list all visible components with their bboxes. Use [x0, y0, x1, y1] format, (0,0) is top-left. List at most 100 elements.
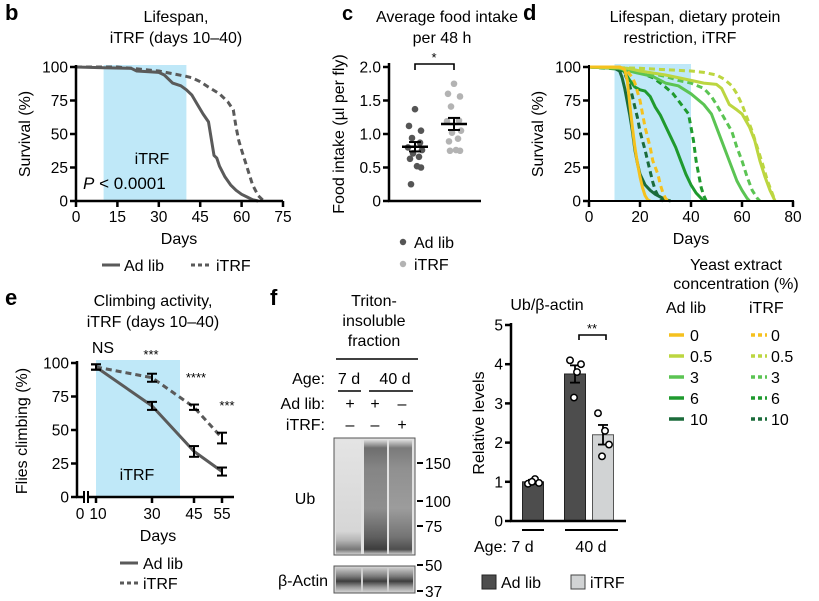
- data-point: [411, 105, 419, 113]
- x-tick-label: 30: [150, 209, 168, 226]
- survival-curve-itrf-10: [589, 65, 664, 203]
- panel-e-title-line1: Climbing activity,: [94, 293, 213, 310]
- data-point: [455, 117, 463, 124]
- y-tick-label: 25: [564, 160, 581, 177]
- legend-label-itrf: iTRF: [143, 576, 178, 593]
- y-tick-label: 100: [43, 356, 69, 373]
- data-point: [444, 90, 452, 98]
- significance-marker: ****: [186, 370, 206, 385]
- data-point: [454, 135, 462, 142]
- y-axis-ticks: 0 25 50 75 100: [42, 60, 76, 211]
- legend: Ad lib iTRF: [120, 556, 183, 593]
- mw-marker-37: 37: [425, 584, 442, 601]
- panel-f: f Triton- insoluble fraction Age: 7 d 40…: [270, 285, 451, 601]
- legend-title-line1: Yeast extract: [690, 257, 782, 274]
- data-point: [594, 409, 602, 418]
- data-point: [598, 452, 606, 461]
- y-axis-label: Flies climbing (%): [14, 368, 31, 494]
- legend-dot-itrf: [399, 260, 407, 268]
- blot-title-line3: fraction: [348, 333, 400, 350]
- y-tick-label: 1.0: [359, 127, 381, 144]
- actin-lane-2: [363, 568, 387, 592]
- legend-items: 0 0 0.5 0.5 3 3 6 6 10 10: [669, 328, 793, 429]
- x-tick-label: 0: [76, 506, 85, 523]
- significance-marker: NS: [92, 340, 114, 357]
- mw-marker-50: 50: [425, 558, 443, 575]
- survival-curve-ad-lib-6: [589, 65, 705, 203]
- panel-c-title-line2: per 48 h: [413, 30, 472, 47]
- age-row-label: Age:: [292, 371, 325, 388]
- y-tick-label: 75: [564, 93, 581, 110]
- legend-label-ad-lib: Ad lib: [143, 556, 183, 573]
- y-axis-label: Survival (%): [17, 91, 34, 177]
- age-40d: 40 d: [379, 371, 410, 388]
- significance-marker: ***: [143, 347, 158, 362]
- legend-label-itrf: iTRF: [414, 257, 449, 274]
- data-point: [456, 147, 464, 155]
- bars: [522, 356, 614, 522]
- climbing-curve-ad-lib: [95, 365, 223, 473]
- data-point: [408, 134, 416, 142]
- x-axis-ticks: 0 10 30 45 55: [76, 497, 231, 523]
- panel-label-f: f: [270, 285, 278, 310]
- x-tick-label: 80: [784, 209, 802, 226]
- panel-label-d: d: [523, 0, 536, 25]
- legend-label-itrf: 0.5: [771, 349, 793, 366]
- survival-curve-ad-lib-3: [588, 65, 751, 203]
- data-points: [402, 80, 467, 188]
- climbing-curve-itrf: [95, 365, 224, 440]
- y-axis-ticks: 0 0.5 1.0 1.5 2.0: [359, 60, 389, 211]
- survival-curve-itrf-0_5: [588, 65, 777, 202]
- y-axis-label: Food intake (µl per fly): [331, 54, 348, 214]
- data-point: [446, 147, 454, 155]
- itrf-window-shading: [614, 64, 691, 201]
- y-axis-label: Relative levels: [471, 371, 488, 474]
- data-point: [417, 127, 425, 134]
- survival-curve-ad-lib-0: [589, 65, 651, 203]
- x-tick-label: 20: [631, 209, 649, 226]
- x-tick-label: 60: [233, 209, 251, 226]
- data-point: [528, 477, 536, 486]
- y-tick-label: 75: [51, 93, 68, 110]
- group-label-7d: Age: 7 d: [474, 539, 534, 556]
- y-axis-ticks: 0 25 50 75 100: [555, 60, 589, 211]
- y-tick-label: 0: [494, 514, 503, 531]
- condition-row-label-itrf: iTRF:: [286, 417, 325, 434]
- data-point: [450, 80, 458, 88]
- actin-label: β-Actin: [278, 573, 328, 590]
- ubiquitin-blot: [333, 437, 416, 556]
- legend-label-ad-lib: 0: [690, 328, 699, 345]
- y-tick-label: 50: [51, 127, 69, 144]
- blot-title-line1: Triton-: [351, 293, 397, 310]
- survival-curves: [75, 65, 265, 203]
- blot-lane-3: [389, 440, 412, 554]
- x-tick-label: 55: [213, 506, 230, 523]
- y-tick-label: 50: [52, 423, 70, 440]
- legend-label-ad-lib: Ad lib: [414, 235, 454, 252]
- climbing-curves: [91, 363, 227, 477]
- group-label-40d: 40 d: [575, 539, 606, 556]
- actin-lane-1: [336, 568, 361, 592]
- data-point: [407, 180, 415, 188]
- data-point: [417, 164, 425, 171]
- legend-label-ad-lib: 10: [690, 412, 708, 429]
- legend-label-itrf: iTRF: [216, 258, 251, 275]
- legend-label-ad-lib: 0.5: [690, 349, 712, 366]
- mw-marker-75: 75: [425, 519, 442, 536]
- legend-label-ad-lib: Ad lib: [124, 258, 164, 275]
- panel-d: d Lifespan, dietary protein restriction,…: [523, 0, 802, 429]
- actin-mw-markers: 50 37: [417, 558, 443, 601]
- significance-bracket: *: [414, 50, 455, 70]
- panel-b: b Lifespan, iTRF (days 10–40) 0 25 50 75 100…: [5, 0, 292, 275]
- ub-label: Ub: [295, 491, 316, 508]
- x-tick-label: 45: [185, 506, 202, 523]
- x-tick-label: 15: [109, 209, 126, 226]
- data-point: [415, 153, 423, 161]
- legend-label-ad-lib: Ad lib: [501, 575, 541, 592]
- legend-column-ad-lib: Ad lib: [666, 300, 706, 317]
- x-tick-label: 0: [72, 209, 81, 226]
- significance-marker: *: [431, 50, 436, 65]
- cond-adlib-lane2: +: [370, 396, 379, 413]
- legend: Ad lib iTRF: [102, 258, 251, 275]
